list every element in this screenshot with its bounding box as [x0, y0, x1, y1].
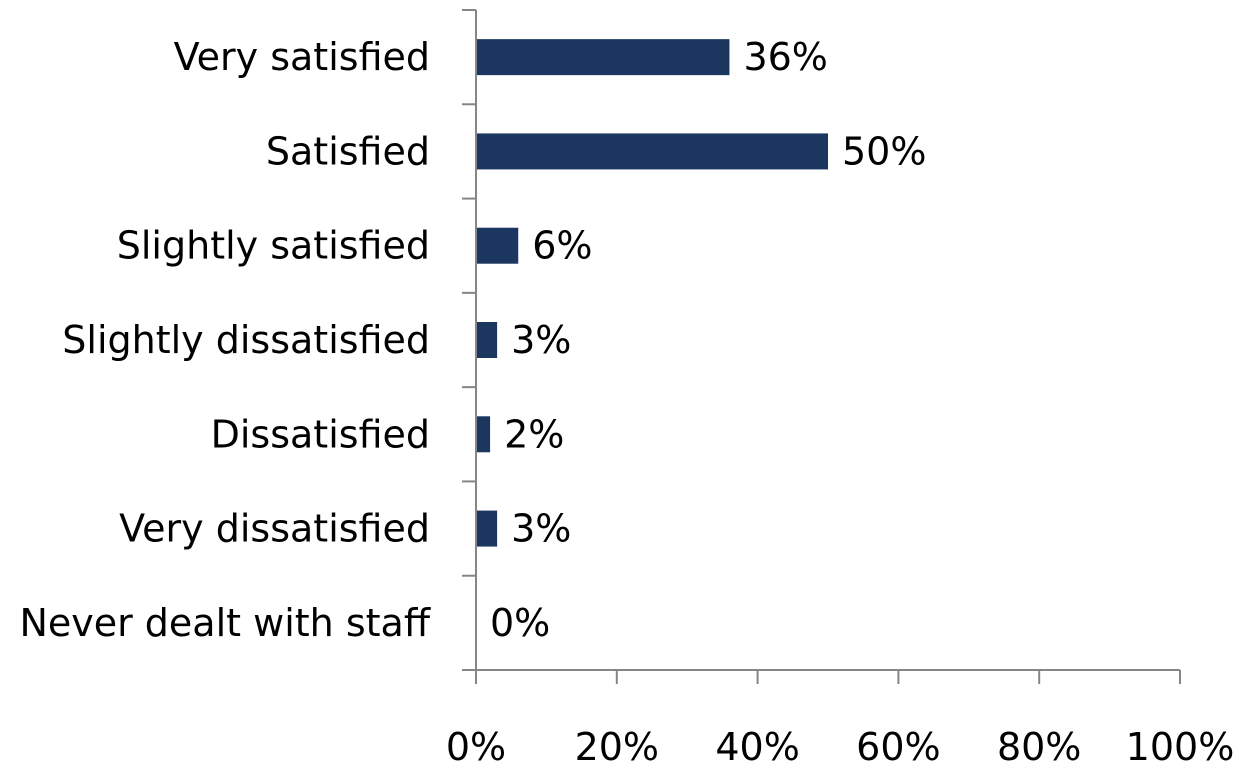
bars-layer [476, 39, 828, 547]
bar-satisfied [476, 133, 828, 170]
data-label: 6% [532, 224, 592, 268]
category-label: Very satisfied [174, 35, 430, 79]
data-label: 3% [511, 318, 571, 362]
category-label: Slightly satisfied [117, 224, 430, 268]
bar-very-dissatisfied [476, 510, 498, 547]
bar-very-satisfied [476, 39, 730, 76]
data-label: 0% [490, 601, 550, 645]
category-label: Slightly dissatisfied [62, 318, 430, 362]
bar-slightly-satisfied [476, 227, 519, 264]
category-label: Dissatisfied [211, 412, 430, 456]
category-label: Never dealt with staff [19, 601, 430, 645]
labels-layer: 0% 20% 40% 60% 80% 100% Very satisfied 36% Satis… [19, 35, 1234, 765]
data-label: 50% [842, 129, 926, 173]
x-tick-label: 40% [715, 725, 799, 765]
category-label: Very dissatisfied [119, 507, 430, 551]
category-label: Satisfied [266, 129, 430, 173]
x-tick-label: 80% [997, 725, 1081, 765]
x-tick-label: 0% [446, 725, 506, 765]
x-tick-label: 100% [1126, 725, 1235, 765]
data-label: 3% [511, 507, 571, 551]
x-tick-label: 20% [575, 725, 659, 765]
data-label: 2% [504, 412, 564, 456]
data-label: 36% [743, 35, 827, 79]
bar-dissatisfied [476, 416, 491, 453]
x-tick-label: 60% [856, 725, 940, 765]
axes-layer [462, 9, 1181, 684]
bar-slightly-dissatisfied [476, 322, 498, 358]
